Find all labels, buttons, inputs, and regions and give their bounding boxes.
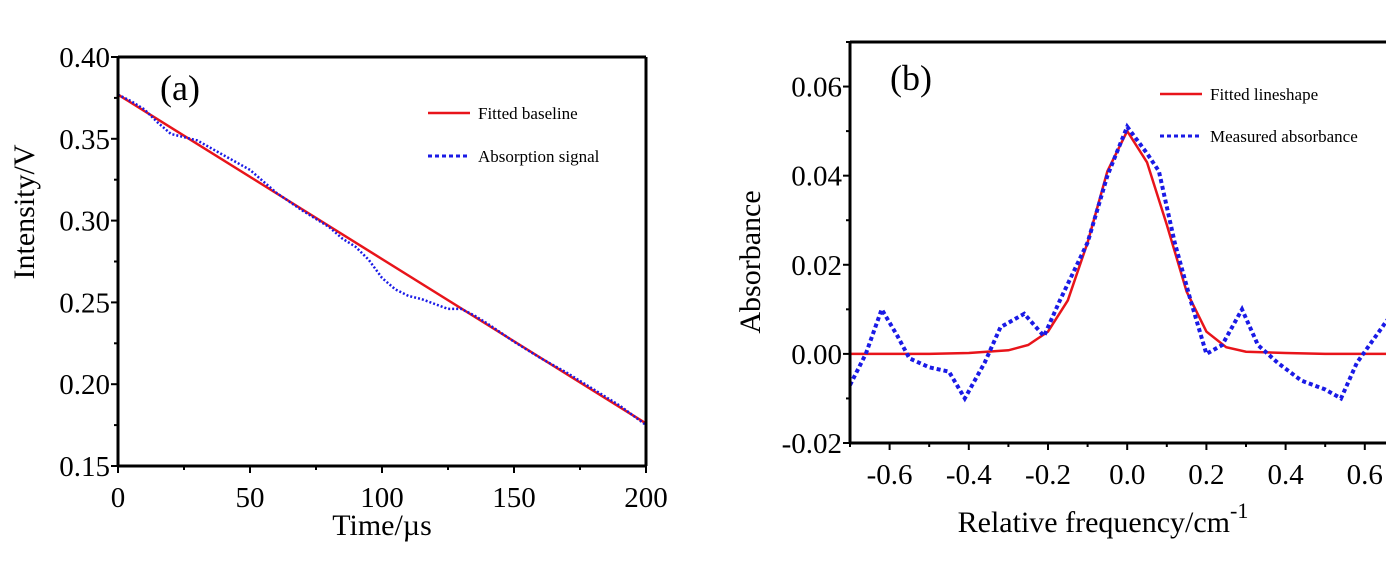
x-axis-label-superscript: -1 (1230, 498, 1248, 523)
x-tick-label: 50 (236, 482, 265, 514)
x-tick-label: 100 (360, 482, 404, 514)
y-tick-label: 0.00 (791, 339, 842, 371)
x-tick-label: -0.2 (1025, 459, 1071, 491)
series-line-absorption-signal (118, 93, 646, 427)
y-tick-label: 0.20 (59, 369, 110, 401)
x-tick-label: -0.6 (867, 459, 913, 491)
x-tick-label: 0 (111, 482, 126, 514)
x-tick-label: 0.0 (1109, 459, 1145, 491)
legend-label: Fitted lineshape (1210, 85, 1318, 104)
y-tick-label: 0.15 (59, 451, 110, 483)
x-tick-label: 150 (492, 482, 536, 514)
y-tick-label: 0.04 (791, 161, 842, 193)
legend-label: Measured absorbance (1210, 127, 1358, 146)
series-line-fitted-lineshape (850, 128, 1386, 356)
panel-a: 0 50 100 150 200 0.15 0.20 0.25 0.30 0.35 0.40 Inte… (8, 42, 668, 542)
y-axis-label: Absorbance (734, 190, 767, 333)
panel-label: (a) (160, 68, 200, 108)
x-tick-label: -0.4 (946, 459, 992, 491)
y-axis-label: Intensity/V (8, 144, 41, 279)
x-tick-label: 0.2 (1188, 459, 1224, 491)
panel-b: -0.6 -0.4 -0.2 0.0 0.2 0.4 0.6 -0.02 0.00 0.02 0.0… (734, 40, 1386, 539)
y-tick-label: 0.30 (59, 206, 110, 238)
series-line-fitted-baseline (118, 93, 646, 425)
y-tick-label: 0.25 (59, 287, 110, 319)
x-axis-label: Relative frequency/cm-1 (958, 498, 1249, 539)
y-tick-label: 0.02 (791, 250, 842, 282)
y-tick-label: 0.40 (59, 42, 110, 74)
y-tick-label: -0.02 (782, 428, 842, 460)
y-tick-label: 0.35 (59, 124, 110, 156)
x-tick-label: 200 (624, 482, 668, 514)
legend-label: Absorption signal (478, 147, 600, 166)
x-tick-label: 0.4 (1267, 459, 1304, 491)
x-axis-label: Time/µs (332, 509, 432, 542)
x-tick-label: 0.6 (1347, 459, 1383, 491)
y-tick-label: 0.06 (791, 72, 842, 104)
legend-label: Fitted baseline (478, 104, 578, 123)
series-line-measured-absorbance (850, 122, 1386, 403)
panel-label: (b) (890, 58, 932, 98)
